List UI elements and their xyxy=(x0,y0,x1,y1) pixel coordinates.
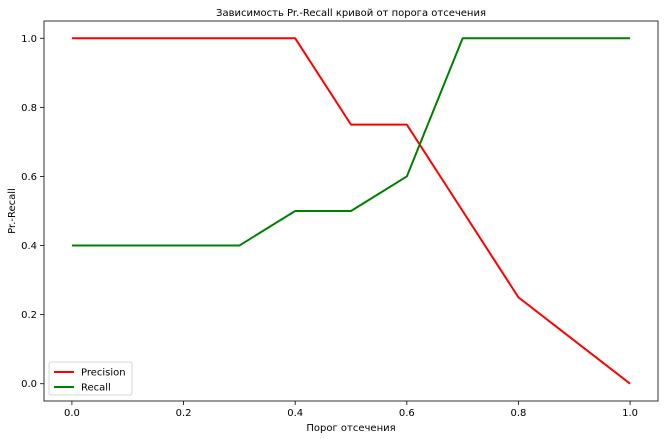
y-tick-label: 0.8 xyxy=(21,103,37,114)
chart-title: Зависимость Pr.-Recall кривой от порога … xyxy=(216,8,486,19)
x-tick-label: 0.8 xyxy=(511,408,527,419)
y-tick-label: 0.2 xyxy=(21,310,37,321)
y-tick-label: 1.0 xyxy=(21,34,37,45)
plot-area: 0.0 0.2 0.4 0.6 0.8 1.0 0.0 0.2 0.4 0.6 0.8 1.0 Prec… xyxy=(21,20,659,419)
legend-label-precision: Precision xyxy=(81,368,126,379)
y-tick-label: 0.4 xyxy=(21,241,37,252)
y-axis-label: Pr.-Recall xyxy=(7,188,18,234)
x-tick-label: 0.6 xyxy=(399,408,415,419)
x-axis-label: Порог отсечения xyxy=(306,423,395,434)
legend-label-recall: Recall xyxy=(81,383,111,394)
x-tick-label: 0.2 xyxy=(176,408,192,419)
x-tick-label: 1.0 xyxy=(622,408,638,419)
series-line-precision xyxy=(71,37,631,385)
y-tick-label: 0.0 xyxy=(21,379,37,390)
axes-frame xyxy=(43,20,659,402)
series-line-recall xyxy=(71,37,631,247)
x-tick-label: 0.0 xyxy=(64,408,80,419)
y-tick-label: 0.6 xyxy=(21,172,37,183)
x-tick-label: 0.4 xyxy=(287,408,303,419)
